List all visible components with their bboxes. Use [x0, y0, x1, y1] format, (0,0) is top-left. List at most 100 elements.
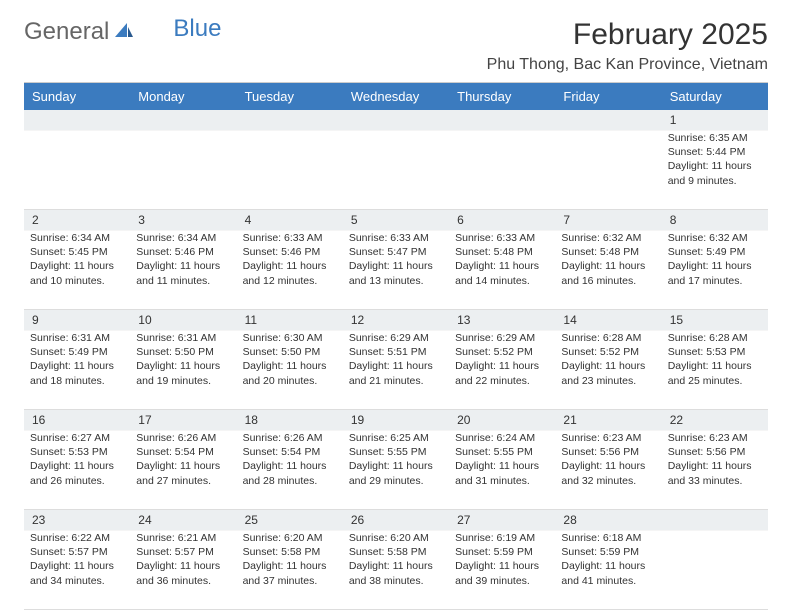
- sunset-text: Sunset: 5:53 PM: [30, 445, 124, 459]
- sunset-text: Sunset: 5:45 PM: [30, 245, 124, 259]
- daynum-cell: 23: [24, 510, 130, 530]
- sunrise-text: Sunrise: 6:20 AM: [349, 531, 443, 545]
- sunrise-text: Sunrise: 6:35 AM: [668, 131, 762, 145]
- daylight-text: Daylight: 11 hours and 16 minutes.: [561, 259, 655, 287]
- week-row: Sunrise: 6:27 AMSunset: 5:53 PM Daylight:…: [24, 431, 768, 510]
- day-header-cell: Saturday: [662, 83, 768, 110]
- day-cell: [343, 131, 449, 209]
- day-cell: Sunrise: 6:26 AMSunset: 5:54 PMDaylight:…: [237, 431, 343, 509]
- daynum-cell: 11: [237, 310, 343, 330]
- sunset-text: Sunset: 5:58 PM: [349, 545, 443, 559]
- daylight-text: Daylight: 11 hours and 41 minutes.: [561, 559, 655, 587]
- day-cell: [130, 131, 236, 209]
- sunset-text: Sunset: 5:46 PM: [136, 245, 230, 259]
- sunrise-text: Sunrise: 6:32 AM: [668, 231, 762, 245]
- daynum-cell: [130, 110, 236, 130]
- sunset-text: Sunset: 5:52 PM: [561, 345, 655, 359]
- sunrise-text: Sunrise: 6:23 AM: [561, 431, 655, 445]
- daylight-text: Daylight: 11 hours and 31 minutes.: [455, 459, 549, 487]
- daynum-cell: 10: [130, 310, 236, 330]
- day-cell: [24, 131, 130, 209]
- day-cell: Sunrise: 6:31 AMSunset: 5:50 PMDaylight:…: [130, 331, 236, 409]
- sunset-text: Sunset: 5:55 PM: [349, 445, 443, 459]
- daynum-cell: 18: [237, 410, 343, 430]
- sunrise-text: Sunrise: 6:31 AM: [136, 331, 230, 345]
- sunrise-text: Sunrise: 6:19 AM: [455, 531, 549, 545]
- sunrise-text: Sunrise: 6:18 AM: [561, 531, 655, 545]
- daylight-text: Daylight: 11 hours and 34 minutes.: [30, 559, 124, 587]
- sunrise-text: Sunrise: 6:30 AM: [243, 331, 337, 345]
- day-cell: Sunrise: 6:30 AMSunset: 5:50 PMDaylight:…: [237, 331, 343, 409]
- daylight-text: Daylight: 11 hours and 14 minutes.: [455, 259, 549, 287]
- sunrise-text: Sunrise: 6:33 AM: [349, 231, 443, 245]
- sunrise-text: Sunrise: 6:32 AM: [561, 231, 655, 245]
- daynum-cell: [237, 110, 343, 130]
- sunset-text: Sunset: 5:56 PM: [668, 445, 762, 459]
- sunset-text: Sunset: 5:57 PM: [136, 545, 230, 559]
- logo-sail-icon: [113, 18, 135, 46]
- location-subtitle: Phu Thong, Bac Kan Province, Vietnam: [487, 56, 768, 74]
- sunrise-text: Sunrise: 6:22 AM: [30, 531, 124, 545]
- sunset-text: Sunset: 5:44 PM: [668, 145, 762, 159]
- daylight-text: Daylight: 11 hours and 13 minutes.: [349, 259, 443, 287]
- daylight-text: Daylight: 11 hours and 37 minutes.: [243, 559, 337, 587]
- day-header-cell: Friday: [555, 83, 661, 110]
- sunrise-text: Sunrise: 6:33 AM: [455, 231, 549, 245]
- daynum-cell: [662, 510, 768, 530]
- sunset-text: Sunset: 5:54 PM: [243, 445, 337, 459]
- daynum-cell: [24, 110, 130, 130]
- daynum-row: 1: [24, 110, 768, 131]
- day-header-cell: Wednesday: [343, 83, 449, 110]
- sunset-text: Sunset: 5:59 PM: [561, 545, 655, 559]
- day-cell: Sunrise: 6:35 AMSunset: 5:44 PMDaylight:…: [662, 131, 768, 209]
- week-row: Sunrise: 6:34 AM Sunset: 5:45 PM Daylight:…: [24, 231, 768, 310]
- day-header-cell: Sunday: [24, 83, 130, 110]
- title-block: February 2025 Phu Thong, Bac Kan Provinc…: [487, 18, 768, 74]
- day-cell: Sunrise: 6:23 AMSunset: 5:56 PMDaylight:…: [662, 431, 768, 509]
- calendar: SundayMondayTuesdayWednesdayThursdayFrid…: [24, 82, 768, 610]
- day-cell: Sunrise: 6:28 AMSunset: 5:53 PMDaylight:…: [662, 331, 768, 409]
- day-cell: Sunrise: 6:33 AMSunset: 5:48 PMDaylight:…: [449, 231, 555, 309]
- daynum-cell: [343, 110, 449, 130]
- daynum-cell: 15: [662, 310, 768, 330]
- daynum-cell: 3: [130, 210, 236, 230]
- daynum-cell: 25: [237, 510, 343, 530]
- daylight-text: Daylight: 11 hours and 19 minutes.: [136, 359, 230, 387]
- day-cell: Sunrise: 6:21 AMSunset: 5:57 PMDaylight:…: [130, 531, 236, 609]
- daylight-text: Daylight: 11 hours and 36 minutes.: [136, 559, 230, 587]
- day-cell: Sunrise: 6:32 AMSunset: 5:48 PMDaylight:…: [555, 231, 661, 309]
- daylight-text: Daylight: 11 hours and 29 minutes.: [349, 459, 443, 487]
- daynum-cell: 6: [449, 210, 555, 230]
- daylight-text: Daylight: 11 hours and 33 minutes.: [668, 459, 762, 487]
- sunset-text: Sunset: 5:48 PM: [561, 245, 655, 259]
- daynum-cell: 24: [130, 510, 236, 530]
- daynum-cell: 17: [130, 410, 236, 430]
- daynum-row: 232425262728: [24, 510, 768, 531]
- sunset-text: Sunset: 5:50 PM: [243, 345, 337, 359]
- daylight-text: Daylight: 11 hours and 22 minutes.: [455, 359, 549, 387]
- daynum-cell: 7: [555, 210, 661, 230]
- day-cell: Sunrise: 6:34 AMSunset: 5:45 PMDaylight:…: [24, 231, 130, 309]
- sunrise-text: Sunrise: 6:27 AM: [30, 431, 124, 445]
- daylight-text: Daylight: 11 hours and 27 minutes.: [136, 459, 230, 487]
- daylight-text: Daylight: 11 hours and 9 minutes.: [668, 159, 762, 187]
- day-cell: Sunrise: 6:20 AMSunset: 5:58 PMDaylight:…: [237, 531, 343, 609]
- daynum-cell: 21: [555, 410, 661, 430]
- sunrise-text: Sunrise: 6:34 AM: [136, 231, 230, 245]
- day-cell: [555, 131, 661, 209]
- day-cell: Sunrise: 6:18 AMSunset: 5:59 PMDaylight:…: [555, 531, 661, 609]
- sunrise-text: Sunrise: 6:26 AM: [136, 431, 230, 445]
- daynum-row: 2345678: [24, 210, 768, 231]
- daynum-cell: 20: [449, 410, 555, 430]
- sunset-text: Sunset: 5:52 PM: [455, 345, 549, 359]
- day-cell: Sunrise: 6:27 AMSunset: 5:53 PMDaylight:…: [24, 431, 130, 509]
- day-cell: Sunrise: 6:33 AMSunset: 5:47 PMDaylight:…: [343, 231, 449, 309]
- daylight-text: Daylight: 11 hours and 18 minutes.: [30, 359, 124, 387]
- logo-text-blue: Blue: [173, 15, 221, 43]
- daynum-cell: [449, 110, 555, 130]
- sunset-text: Sunset: 5:49 PM: [30, 345, 124, 359]
- sunset-text: Sunset: 5:48 PM: [455, 245, 549, 259]
- day-cell: Sunrise: 6:31 AMSunset: 5:49 PMDaylight:…: [24, 331, 130, 409]
- daylight-text: Daylight: 11 hours and 38 minutes.: [349, 559, 443, 587]
- day-cell: Sunrise: 6:26 AMSunset: 5:54 PMDaylight:…: [130, 431, 236, 509]
